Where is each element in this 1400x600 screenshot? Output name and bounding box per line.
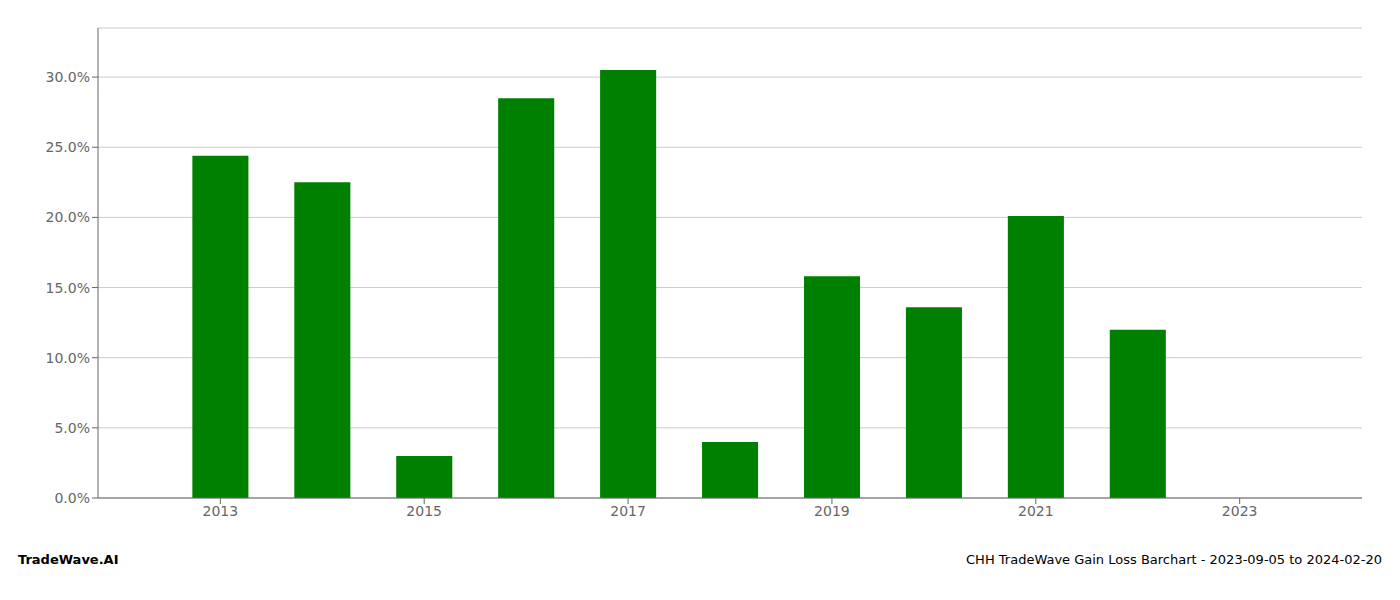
- svg-text:2021: 2021: [1018, 503, 1054, 519]
- svg-text:5.0%: 5.0%: [54, 420, 90, 436]
- svg-text:2019: 2019: [814, 503, 850, 519]
- svg-text:15.0%: 15.0%: [46, 280, 90, 296]
- svg-text:25.0%: 25.0%: [46, 139, 90, 155]
- svg-text:2013: 2013: [203, 503, 239, 519]
- html-text:CHH TradeWave Gain Loss Barcha: CHH TradeWave Gain Loss Barchart - 2023-…: [966, 552, 1382, 567]
- svg-text:20.0%: 20.0%: [46, 209, 90, 225]
- svg-text:2023: 2023: [1222, 503, 1258, 519]
- svg-text:0.0%: 0.0%: [54, 490, 90, 506]
- svg-text:10.0%: 10.0%: [46, 350, 90, 366]
- svg-text:2015: 2015: [406, 503, 442, 519]
- svg-text:30.0%: 30.0%: [46, 69, 90, 85]
- html-text:TradeWave.AI: TradeWave.AI: [18, 552, 119, 567]
- svg-text:2017: 2017: [610, 503, 646, 519]
